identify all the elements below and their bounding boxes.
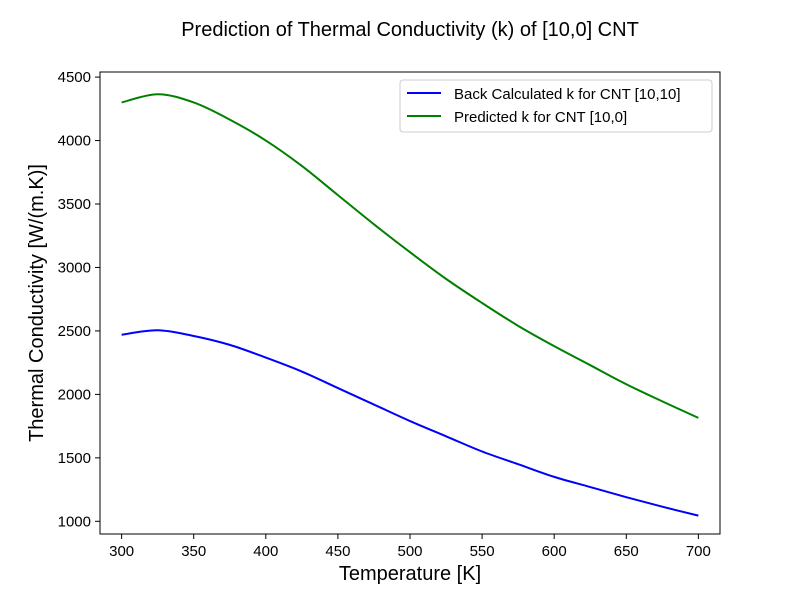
- y-tick-label: 4500: [58, 69, 91, 86]
- x-tick-label: 600: [542, 543, 567, 560]
- x-tick-label: 450: [325, 543, 350, 560]
- legend-label-predicted: Predicted k for CNT [10,0]: [454, 109, 627, 126]
- series-line-back-calculated: [121, 329, 699, 517]
- x-axis-label: Temperature [K]: [339, 563, 481, 585]
- x-tick-label: 650: [614, 543, 639, 560]
- y-axis-ticks: 1000 1500 2000 2500 3000 3500 4000 4500: [58, 69, 100, 530]
- x-tick-label: 500: [397, 543, 422, 560]
- y-tick-label: 3500: [58, 196, 91, 213]
- legend-box: [399, 79, 713, 133]
- x-tick-label: 400: [253, 543, 278, 560]
- y-tick-label: 1000: [58, 513, 91, 530]
- x-tick-label: 550: [470, 543, 495, 560]
- y-tick-label: 4000: [58, 133, 91, 150]
- y-tick-label: 1500: [58, 450, 91, 467]
- series-line-predicted: [121, 93, 699, 419]
- y-axis-label: Thermal Conductivity [W/(m.K)]: [26, 164, 48, 442]
- y-tick-label: 3000: [58, 259, 91, 276]
- plot-area-frame: [99, 71, 721, 535]
- series-lines: [121, 93, 699, 517]
- x-axis-ticks: 300 350 400 450 500 550 600 650 700: [109, 534, 711, 560]
- x-tick-label: 300: [109, 543, 134, 560]
- chart-title: Prediction of Thermal Conductivity (k) o…: [181, 19, 639, 41]
- x-tick-label: 350: [181, 543, 206, 560]
- y-tick-label: 2000: [58, 386, 91, 403]
- legend: Back Calculated k for CNT [10,10] Predic…: [399, 79, 713, 133]
- legend-label-back-calculated: Back Calculated k for CNT [10,10]: [454, 86, 681, 103]
- y-tick-label: 2500: [58, 323, 91, 340]
- x-tick-label: 700: [686, 543, 711, 560]
